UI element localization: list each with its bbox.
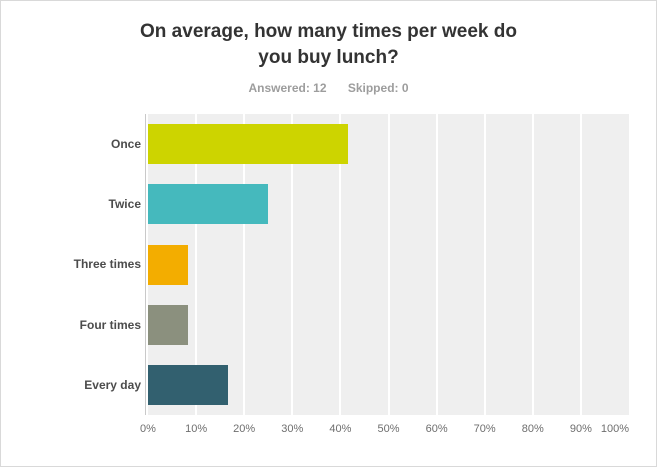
x-tick-label-40pct: 40% <box>329 423 352 435</box>
chart-title-line-2: you buy lunch? <box>258 47 399 68</box>
plot-area <box>148 114 629 415</box>
x-tick-label-20pct: 20% <box>233 423 256 435</box>
x-axis: 0% 10% 20% 30% 40% 50% 60% 70% 80% 90% 100% <box>1 423 656 439</box>
x-tick-label-60pct: 60% <box>425 423 448 435</box>
answered-count: Answered: 12 <box>248 81 327 95</box>
chart-title: On average, how many times per week do y… <box>1 19 656 71</box>
bar-every-day[interactable] <box>148 364 229 405</box>
x-tick-label-100pct: 100% <box>600 423 629 435</box>
gridline <box>243 114 246 415</box>
category-label-four-times: Four times <box>79 317 141 332</box>
y-axis-line <box>145 114 146 415</box>
bar-once[interactable] <box>148 124 349 165</box>
category-label-every-day: Every day <box>84 377 141 392</box>
category-label-three-times: Three times <box>73 257 141 272</box>
x-tick-label-0pct: 0% <box>140 423 156 435</box>
category-labels: Once Twice Three times Four times Every day <box>1 114 141 415</box>
bar-three-times[interactable] <box>148 244 189 285</box>
bar-twice[interactable] <box>148 184 269 225</box>
gridline <box>339 114 342 415</box>
x-tick-label-30pct: 30% <box>281 423 304 435</box>
x-tick-label-90pct: 90% <box>569 423 592 435</box>
x-tick-label-10pct: 10% <box>185 423 208 435</box>
bar-four-times[interactable] <box>148 304 189 345</box>
x-tick-label-70pct: 70% <box>473 423 496 435</box>
chart-title-line-1: On average, how many times per week do <box>140 21 517 42</box>
gridline <box>579 114 582 415</box>
category-label-once: Once <box>110 137 141 152</box>
gridline <box>195 114 198 415</box>
skipped-count: Skipped: 0 <box>347 81 409 95</box>
gridline <box>435 114 438 415</box>
gridline <box>387 114 390 415</box>
x-tick-label-50pct: 50% <box>377 423 400 435</box>
gridline <box>531 114 534 415</box>
chart-subtitle: Answered: 12 Skipped: 0 <box>1 81 656 95</box>
gridline <box>291 114 294 415</box>
category-label-twice: Twice <box>108 197 141 212</box>
gridline <box>483 114 486 415</box>
x-tick-label-80pct: 80% <box>521 423 544 435</box>
